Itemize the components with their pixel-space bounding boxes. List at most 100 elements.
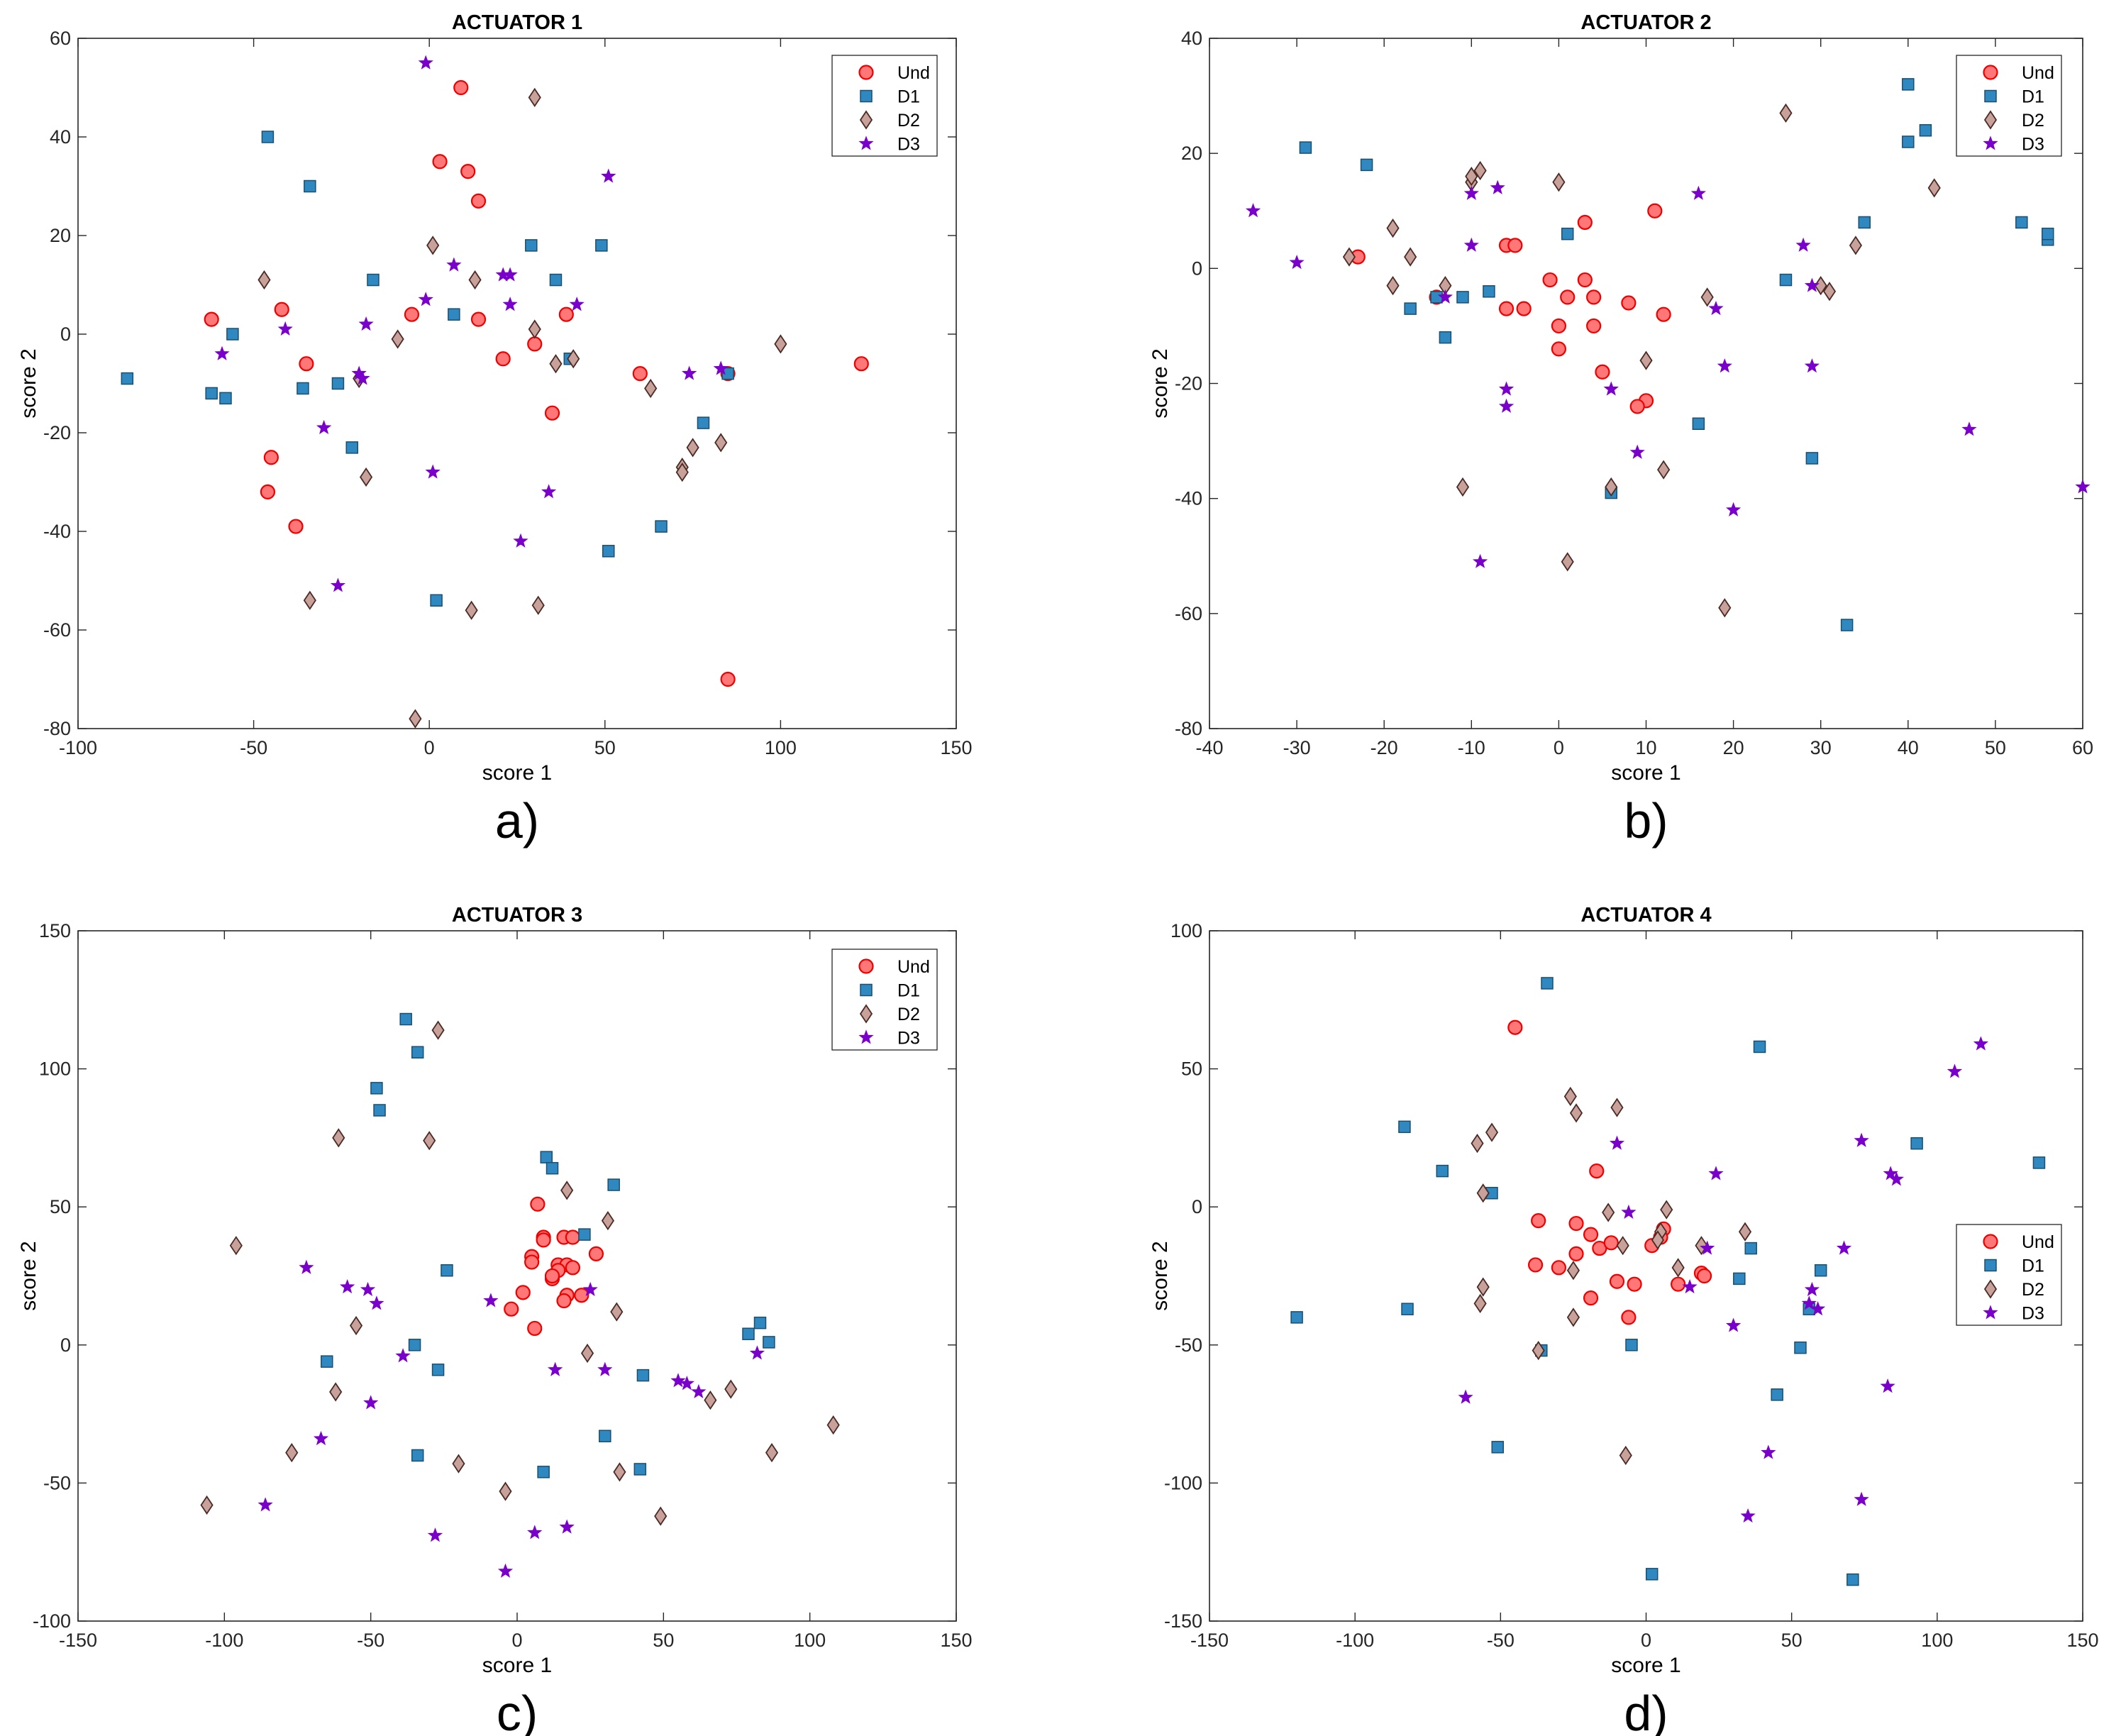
data-point-d3 [1629,444,1645,459]
x-tick-label: -100 [205,1630,243,1651]
data-point-d2 [452,1454,465,1474]
data-point-d3 [1463,185,1479,200]
data-point-d2 [654,1506,668,1526]
data-point-d1 [2032,1156,2046,1169]
data-point-d3 [749,1345,765,1360]
data-point-d2 [1822,282,1837,302]
data-point-d1 [1814,1264,1827,1277]
data-point-d3 [258,1497,273,1512]
data-point-und [556,1293,572,1309]
data-point-und [1595,364,1610,380]
data-point-d1 [636,1369,650,1382]
data-point-d2 [675,462,689,482]
data-point-d2 [329,1382,343,1402]
plot-area [1209,930,2083,1622]
data-point-d3 [1700,1240,1715,1255]
data-point-d1 [431,1364,445,1376]
y-tick-label: -20 [43,422,71,443]
data-point-d1 [297,382,309,395]
data-point-d3 [1463,237,1479,252]
data-point-und [1627,1276,1642,1292]
data-point-und [720,671,736,687]
data-point-d1 [655,520,668,533]
data-point-d3 [483,1293,499,1307]
data-point-d3 [1289,255,1305,270]
data-point-d1 [1733,1272,1746,1286]
data-point-d2 [567,349,580,369]
data-point-d1 [1805,452,1819,465]
data-point-d3 [1498,381,1515,396]
data-point-d1 [1910,1137,1923,1150]
data-point-und [1551,1260,1566,1276]
y-tick-label: -150 [1164,1610,1202,1632]
legend-marker-d1 [1984,1259,1997,1272]
data-point-d1 [1692,417,1705,431]
legend-label: D3 [897,135,920,155]
data-point-d2 [200,1495,214,1515]
data-point-und [1583,1290,1599,1306]
data-point-d3 [446,257,462,272]
data-point-d2 [528,319,541,339]
x-axis-label: score 1 [1611,761,1681,785]
data-point-d2 [409,709,422,729]
data-point-d3 [582,1281,598,1297]
data-point-d2 [724,1379,738,1399]
data-point-d1 [1840,619,1854,631]
data-point-d3 [1761,1444,1776,1459]
data-point-d1 [205,387,218,400]
x-tick-label: -100 [1336,1630,1374,1651]
data-point-d1 [1794,1341,1807,1354]
data-point-d2 [1456,477,1470,497]
data-point-d1 [1779,273,1793,287]
data-point-d2 [1532,1340,1545,1361]
x-tick-label: 50 [594,737,616,758]
data-point-d1 [1404,302,1417,315]
y-tick-label: -50 [43,1472,71,1493]
data-point-d3 [1804,1281,1820,1297]
data-point-und [288,519,304,534]
data-point-und [558,306,574,322]
data-point-d1 [607,1178,620,1191]
y-tick-label: -50 [1175,1334,1202,1356]
plot-area [77,930,957,1622]
data-point-d1 [411,1046,424,1058]
y-tick-label: -100 [1164,1472,1202,1493]
data-point-d1 [1436,1164,1449,1178]
legend-box [1956,1224,2062,1326]
data-point-d1 [2042,227,2054,241]
legend-marker-d2 [859,1004,873,1024]
data-point-d1 [1858,216,1871,229]
data-point-d2 [1476,1277,1490,1297]
data-point-d3 [691,1383,707,1399]
legend-label: Und [897,957,930,977]
data-point-d3 [330,577,346,592]
data-point-d3 [395,1348,411,1363]
x-tick-label: 40 [1898,737,1919,758]
data-point-d2 [1700,287,1714,307]
legend-marker-und [858,65,874,80]
y-tick-label: 60 [50,28,71,49]
data-point-d1 [697,416,710,429]
data-point-d1 [408,1339,421,1351]
data-point-d2 [1476,1183,1490,1203]
data-point-d2 [423,1131,436,1151]
legend-marker-d3 [858,1029,874,1044]
legend-label: Und [897,63,930,83]
data-point-d2 [1473,160,1487,181]
data-point-und [260,484,276,500]
data-point-d1 [121,372,134,385]
data-point-d2 [1566,1261,1580,1281]
data-point-d2 [1779,103,1793,123]
data-point-und [460,164,476,179]
data-point-d2 [1473,1293,1487,1314]
data-point-d2 [1619,1445,1632,1466]
x-axis-label: score 1 [482,761,552,785]
data-point-d3 [363,1395,379,1410]
data-point-und [1498,301,1515,316]
data-point-d3 [1740,1508,1756,1523]
data-point-und [504,1301,519,1317]
data-point-und [432,154,448,170]
y-tick-label: -40 [1175,488,1202,509]
data-point-und [453,79,469,96]
legend-marker-d1 [1984,89,1997,103]
